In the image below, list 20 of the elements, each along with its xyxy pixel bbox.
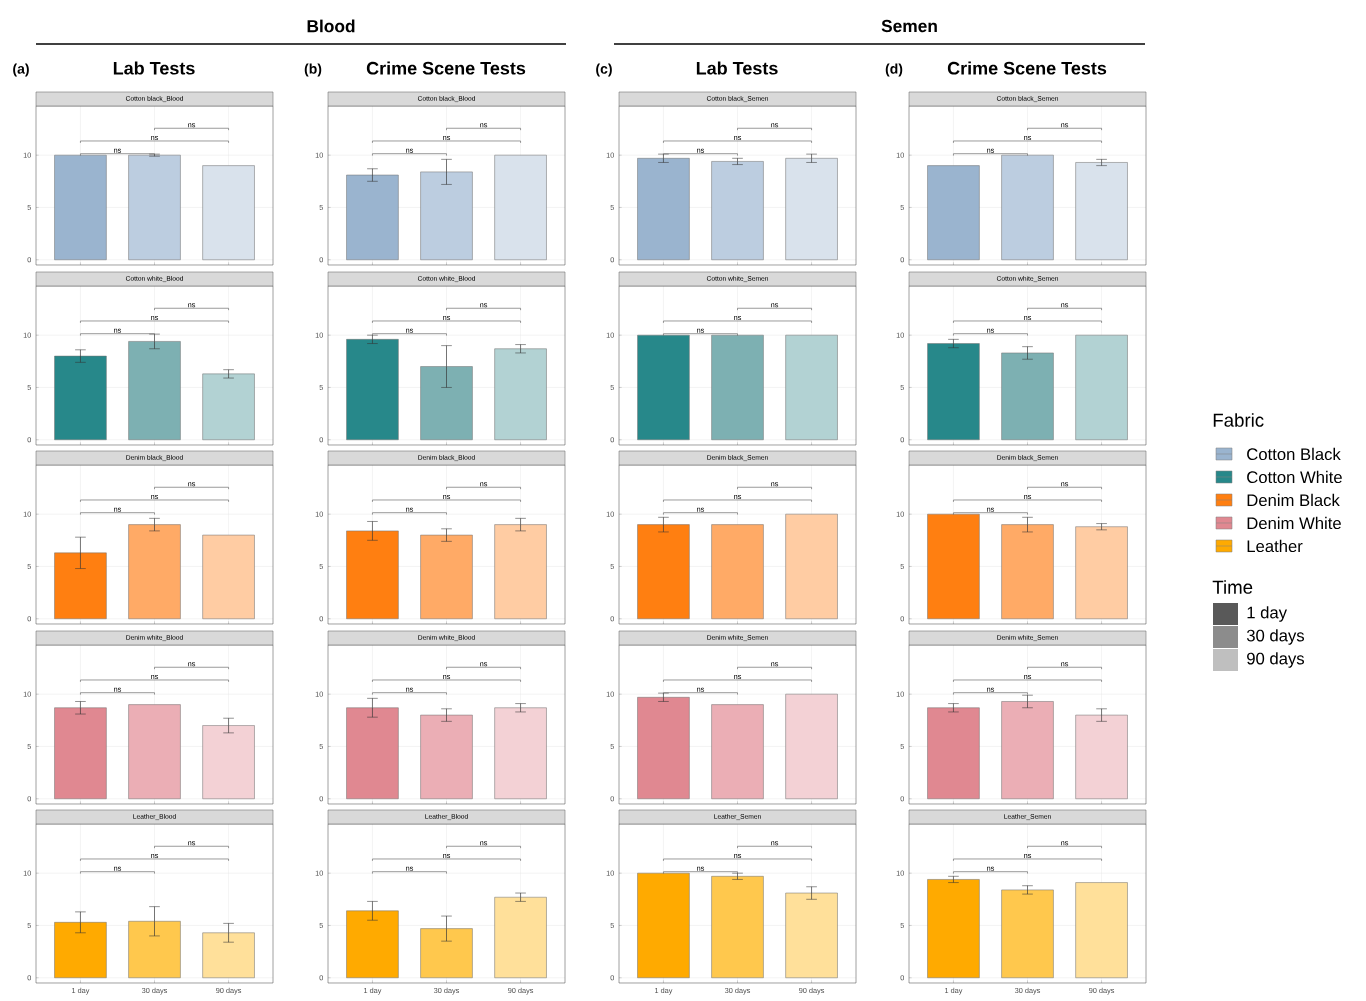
text: Semen [881, 19, 937, 33]
category-label: Cotton Black [1247, 447, 1341, 461]
category-label: Cotton White [1247, 470, 1342, 484]
text: Blood [307, 19, 355, 33]
text: (a) [13, 63, 29, 77]
text: (c) [596, 63, 612, 77]
text: Crime Scene Tests [947, 61, 1107, 75]
legend-title: Fabric [1213, 413, 1264, 427]
category-label: 30 days [1246, 629, 1305, 645]
category-label: Denim Black [1247, 493, 1340, 507]
category-label: 1 day [1247, 606, 1287, 622]
text: Crime Scene Tests [366, 61, 526, 75]
category-label: 90 days [1247, 652, 1305, 668]
category-label: Leather [1247, 539, 1303, 553]
text: Lab Tests [696, 61, 778, 75]
category-label: Denim White [1247, 516, 1341, 530]
text: (b) [304, 63, 322, 77]
text: (d) [885, 63, 903, 77]
legend-title: Time [1212, 580, 1253, 594]
text: Lab Tests [113, 61, 195, 75]
